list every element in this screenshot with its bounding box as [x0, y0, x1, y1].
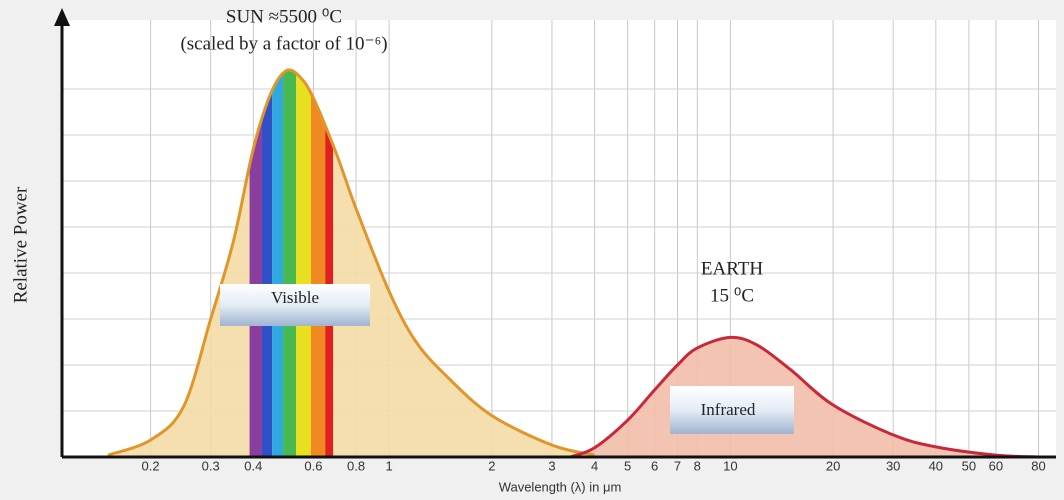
visible-band: [310, 69, 326, 457]
x-tick-label: 7: [674, 458, 681, 473]
visible-band: [249, 69, 262, 457]
visible-label: Visible: [271, 288, 319, 307]
x-tick-label: 50: [962, 458, 976, 473]
x-tick-label: 40: [929, 458, 943, 473]
x-tick-label: 2: [488, 458, 495, 473]
x-tick-label: 8: [694, 458, 701, 473]
x-tick-label: 0.8: [347, 458, 365, 473]
x-tick-label: 0.3: [202, 458, 220, 473]
earth-subtitle: 15 ⁰C: [710, 285, 754, 306]
x-tick-label: 4: [591, 458, 598, 473]
visible-band: [261, 69, 273, 457]
earth-title: EARTH: [701, 258, 763, 279]
x-tick-label: 3: [548, 458, 555, 473]
x-tick-label: 30: [886, 458, 900, 473]
x-tick-label: 0.2: [142, 458, 160, 473]
x-axis-label: Wavelength (λ) in μm: [499, 479, 622, 494]
visible-box: [220, 284, 370, 326]
visible-band: [283, 69, 297, 457]
x-tick-label: 10: [723, 458, 737, 473]
x-tick-label: 20: [826, 458, 840, 473]
infrared-label: Infrared: [701, 400, 756, 419]
sun-subtitle: (scaled by a factor of 10⁻⁶): [180, 33, 387, 54]
area-fill: [107, 69, 595, 458]
y-axis-arrow: [54, 8, 70, 26]
series-line: [569, 335, 1039, 459]
sun-title: SUN ≈5500 ⁰C: [226, 6, 342, 27]
series-line: [107, 68, 595, 457]
x-tick-label: 0.4: [244, 458, 262, 473]
x-tick-label: 80: [1031, 458, 1045, 473]
x-tick-label: 60: [989, 458, 1003, 473]
x-tick-label: 0.6: [304, 458, 322, 473]
x-tick-label: 5: [624, 458, 631, 473]
visible-band: [272, 69, 284, 457]
visible-band: [325, 69, 334, 457]
y-axis-label: Relative Power: [10, 186, 31, 303]
infrared-box: [670, 386, 794, 434]
x-tick-label: 6: [651, 458, 658, 473]
visible-band: [296, 69, 311, 457]
x-tick-label: 1: [386, 458, 393, 473]
